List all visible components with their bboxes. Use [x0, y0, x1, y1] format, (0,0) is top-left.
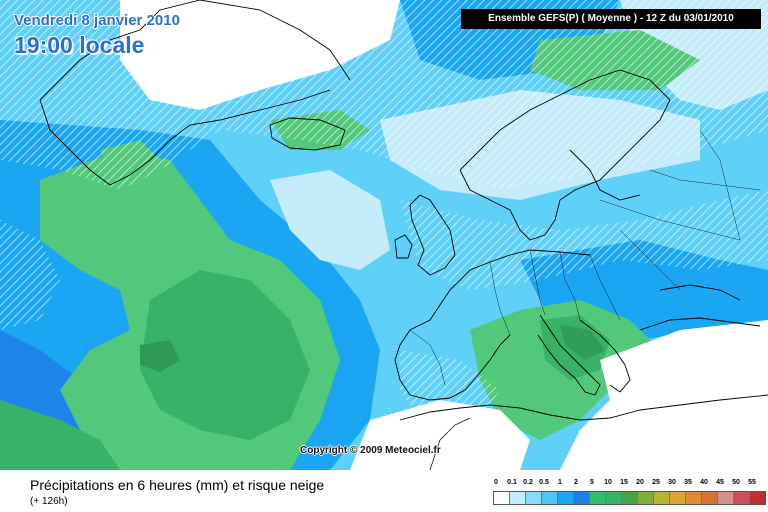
snow-risk-hatch-north	[0, 0, 768, 190]
legend-label: 0	[494, 479, 498, 486]
legend-label: 30	[668, 479, 676, 486]
legend-label: 0.2	[523, 479, 533, 486]
precipitation-map	[0, 0, 768, 470]
legend-label: 5	[590, 479, 594, 486]
legend-swatch	[542, 492, 558, 504]
map-footer: Précipitations en 6 heures (mm) et risqu…	[0, 470, 768, 512]
copyright-notice: Copyright © 2009 Meteociel.fr	[300, 445, 441, 456]
legend-swatch	[526, 492, 542, 504]
legend-swatch	[702, 492, 718, 504]
dry-zone-africa-west	[350, 400, 530, 470]
legend-labels: 0 0.1 0.2 0.5 1 2 5 10 15 20 25 30 35 40 45 50 55	[493, 479, 763, 490]
legend-swatch	[686, 492, 702, 504]
legend-label: 1	[558, 479, 562, 486]
legend-swatch	[718, 492, 734, 504]
legend-label: 20	[636, 479, 644, 486]
legend-swatch	[638, 492, 654, 504]
snow-risk-hatch-south	[400, 350, 500, 420]
precip-green-balkans	[560, 325, 605, 360]
legend-swatch	[734, 492, 750, 504]
forecast-time: 19:00 locale	[14, 32, 145, 58]
coastlines	[39, 0, 768, 421]
legend-swatch	[750, 492, 765, 504]
legend-swatch	[590, 492, 606, 504]
africa-coast	[429, 417, 471, 470]
forecast-offset: (+ 126h)	[30, 496, 68, 507]
legend-label: 50	[732, 479, 740, 486]
forecast-date: Vendredi 8 janvier 2010	[14, 12, 180, 29]
precip-legend: 0 0.1 0.2 0.5 1 2 5 10 15 20 25 30 35 40 45 50 55	[493, 479, 766, 505]
country-borders	[409, 129, 761, 386]
snow-risk-hatch-west	[0, 220, 60, 330]
low-precip-zone	[270, 170, 390, 270]
legend-label: 10	[604, 479, 612, 486]
legend-label: 15	[620, 479, 628, 486]
legend-label: 0.1	[507, 479, 517, 486]
legend-label: 35	[684, 479, 692, 486]
legend-label: 2	[574, 479, 578, 486]
legend-label: 55	[748, 479, 756, 486]
legend-swatch	[558, 492, 574, 504]
legend-label: 25	[652, 479, 660, 486]
precip-green-dark	[140, 340, 180, 372]
precip-green-core	[140, 270, 310, 440]
legend-swatch	[622, 492, 638, 504]
legend-swatch	[494, 492, 510, 504]
legend-swatch	[606, 492, 622, 504]
legend-color-scale	[493, 491, 766, 505]
legend-label: 0.5	[539, 479, 549, 486]
legend-label: 45	[716, 479, 724, 486]
legend-swatch	[654, 492, 670, 504]
legend-swatch	[670, 492, 686, 504]
precip-green-south-atlantic	[0, 400, 120, 470]
model-run-label: Ensemble GEFS(P) ( Moyenne ) - 12 Z du 0…	[461, 9, 761, 29]
legend-label: 40	[700, 479, 708, 486]
dry-zone-africa	[560, 320, 768, 470]
snow-risk-hatch-europe	[400, 190, 768, 290]
map-title: Précipitations en 6 heures (mm) et risqu…	[30, 477, 325, 493]
legend-swatch	[510, 492, 526, 504]
legend-swatch	[574, 492, 590, 504]
